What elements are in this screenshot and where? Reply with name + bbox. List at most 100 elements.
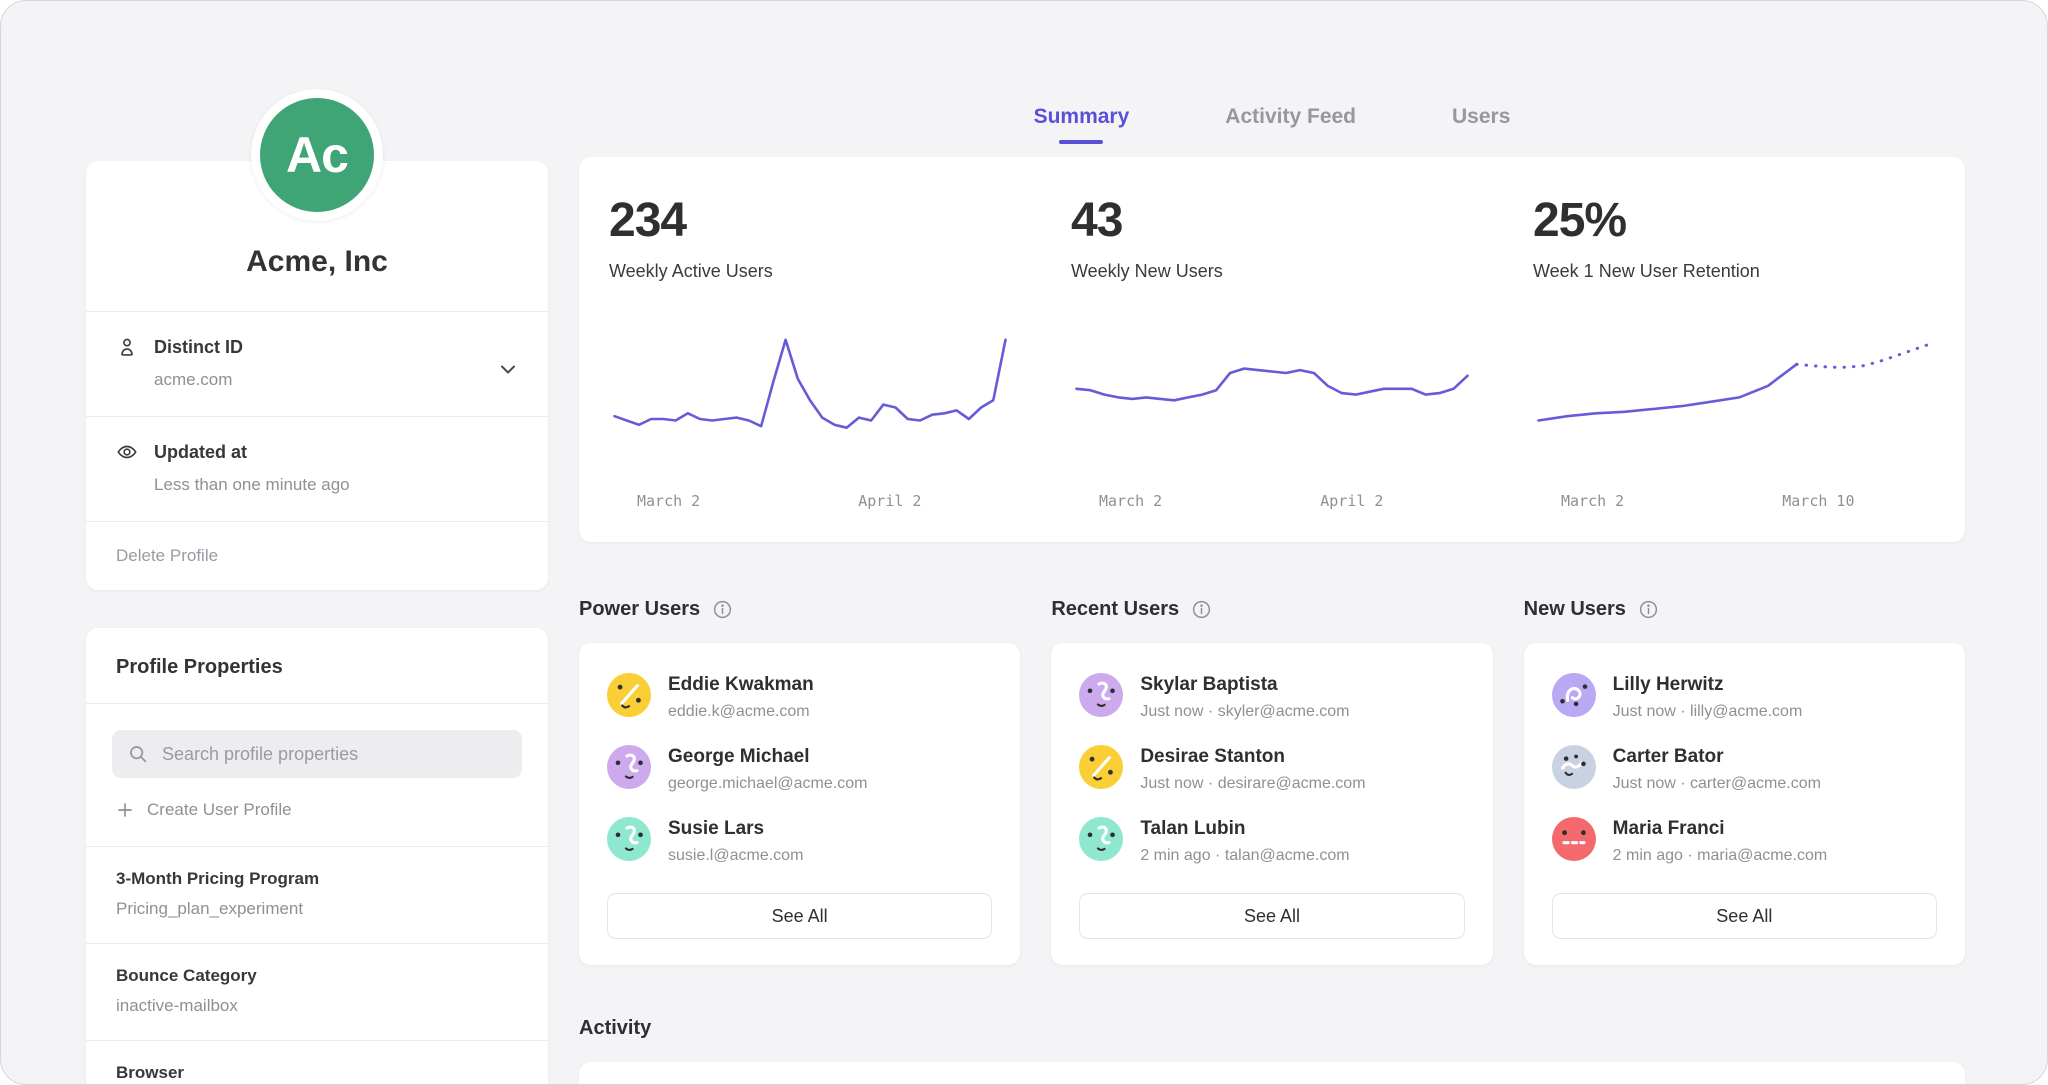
user-avatar: .w{stroke:#fff;stroke-width:3;fill:none;…: [1079, 817, 1123, 861]
info-icon[interactable]: [1191, 599, 1212, 620]
company-avatar-initials: Ac: [286, 126, 348, 184]
property-value: inactive-mailbox: [116, 996, 518, 1016]
user-meta: Just now · skyler@acme.com: [1140, 703, 1349, 721]
search-icon: [127, 743, 149, 770]
property-label: Bounce Category: [116, 966, 518, 986]
user-avatar: .w{stroke:#fff;stroke-width:3;fill:none;…: [607, 745, 651, 789]
user-list-card: .w{stroke:#fff;stroke-width:3;fill:none;…: [579, 643, 1020, 965]
user-list-item[interactable]: .w{stroke:#fff;stroke-width:3;fill:none;…: [607, 745, 992, 793]
property-row[interactable]: Browser Chrome: [86, 1040, 548, 1085]
profile-properties-title: Profile Properties: [86, 628, 548, 703]
x-tick-label: April 2: [1320, 492, 1383, 510]
section-recent-users: Recent Users .w{stroke:#fff;stroke-width…: [1051, 598, 1492, 965]
user-name: Lilly Herwitz: [1613, 673, 1803, 696]
property-search: [112, 730, 522, 778]
tab-users[interactable]: Users: [1452, 105, 1510, 144]
chevron-down-icon[interactable]: [496, 357, 520, 386]
user-list-item[interactable]: .w{stroke:#fff;stroke-width:3;fill:none;…: [1552, 673, 1937, 721]
user-list-item[interactable]: .w{stroke:#fff;stroke-width:3;fill:none;…: [607, 673, 992, 721]
user-name: Talan Lubin: [1140, 817, 1349, 840]
property-row[interactable]: Bounce Category inactive-mailbox: [86, 943, 548, 1040]
tab-summary[interactable]: Summary: [1034, 105, 1130, 144]
create-user-profile-label: Create User Profile: [147, 800, 292, 820]
section-new-users: New Users .w{stroke:#fff;stroke-width:3;…: [1524, 598, 1965, 965]
profile-properties-card: Profile Properties: [86, 628, 548, 1085]
create-user-profile-button[interactable]: Create User Profile: [116, 800, 518, 820]
user-list-item[interactable]: .w{stroke:#fff;stroke-width:3;fill:none;…: [1552, 745, 1937, 793]
summary-stats-card: 234 Weekly Active Users March 2 April 2 …: [579, 157, 1965, 542]
section-title: Power Users: [579, 598, 700, 621]
see-all-button[interactable]: See All: [1552, 893, 1937, 939]
stat-week1-retention: 25% Week 1 New User Retention March 2 Ma…: [1503, 193, 1965, 512]
user-name: George Michael: [668, 745, 867, 768]
company-name: Acme, Inc: [116, 245, 518, 279]
property-row[interactable]: 3-Month Pricing Program Pricing_plan_exp…: [86, 846, 548, 943]
user-sections: Power Users .w{stroke:#fff;stroke-width:…: [579, 598, 1965, 965]
property-label: 3-Month Pricing Program: [116, 869, 518, 889]
user-list-item[interactable]: .w{stroke:#fff;stroke-width:3;fill:none;…: [1079, 817, 1464, 865]
activity-title: Activity: [579, 1017, 1965, 1040]
user-name: Maria Franci: [1613, 817, 1828, 840]
profile-properties-body: Create User Profile: [86, 703, 548, 820]
sparkline-chart: [609, 316, 1011, 476]
x-tick-label: April 2: [858, 492, 921, 510]
see-all-button[interactable]: See All: [1079, 893, 1464, 939]
distinct-id-value: acme.com: [154, 370, 518, 390]
user-list-item[interactable]: .w{stroke:#fff;stroke-width:3;fill:none;…: [1552, 817, 1937, 865]
sidebar: Ac Acme, Inc Distinct ID acme.com: [86, 1, 548, 1085]
updated-at-value: Less than one minute ago: [154, 475, 518, 495]
section-title: New Users: [1524, 598, 1626, 621]
company-avatar: Ac: [251, 89, 383, 221]
x-tick-label: March 10: [1782, 492, 1854, 510]
sparkline-chart: [1533, 316, 1935, 476]
section-power-users: Power Users .w{stroke:#fff;stroke-width:…: [579, 598, 1020, 965]
user-meta: Just now · desirare@acme.com: [1140, 775, 1365, 793]
user-meta: susie.l@acme.com: [668, 847, 803, 865]
user-meta: george.michael@acme.com: [668, 775, 867, 793]
activity-card: 234 940 3.4k: [579, 1062, 1965, 1085]
eye-icon: [116, 441, 138, 463]
x-tick-label: March 2: [637, 492, 700, 510]
chart-x-axis: March 2 April 2: [609, 492, 1011, 512]
profile-card: Ac Acme, Inc Distinct ID acme.com: [86, 161, 548, 590]
stat-label: Weekly Active Users: [609, 261, 1011, 282]
user-name: Carter Bator: [1613, 745, 1821, 768]
user-list-item[interactable]: .w{stroke:#fff;stroke-width:3;fill:none;…: [1079, 745, 1464, 793]
main-content: Summary Activity Feed Users 234 Weekly A…: [579, 1, 1965, 1085]
chart-x-axis: March 2 April 2: [1071, 492, 1473, 512]
stat-weekly-active-users: 234 Weekly Active Users March 2 April 2: [579, 193, 1041, 512]
user-avatar: .w{stroke:#fff;stroke-width:3;fill:none;…: [1552, 673, 1596, 717]
user-meta: eddie.k@acme.com: [668, 703, 814, 721]
user-list-item[interactable]: .w{stroke:#fff;stroke-width:3;fill:none;…: [607, 817, 992, 865]
tab-bar: Summary Activity Feed Users: [579, 1, 1965, 144]
user-avatar: .w{stroke:#fff;stroke-width:3;fill:none;…: [1552, 817, 1596, 861]
tab-activity-feed[interactable]: Activity Feed: [1225, 105, 1356, 144]
stat-label: Week 1 New User Retention: [1533, 261, 1935, 282]
user-list-card: .w{stroke:#fff;stroke-width:3;fill:none;…: [1524, 643, 1965, 965]
see-all-button[interactable]: See All: [607, 893, 992, 939]
distinct-id-label: Distinct ID: [154, 337, 243, 358]
info-icon[interactable]: [1638, 599, 1659, 620]
stat-value: 234: [609, 193, 1011, 248]
user-name: Skylar Baptista: [1140, 673, 1349, 696]
person-icon: [116, 336, 138, 358]
stat-label: Weekly New Users: [1071, 261, 1473, 282]
user-meta: 2 min ago · talan@acme.com: [1140, 847, 1349, 865]
delete-profile-button[interactable]: Delete Profile: [86, 521, 548, 590]
info-icon[interactable]: [712, 599, 733, 620]
stat-weekly-new-users: 43 Weekly New Users March 2 April 2: [1041, 193, 1503, 512]
updated-at-label: Updated at: [154, 442, 247, 463]
user-avatar: .w{stroke:#fff;stroke-width:3;fill:none;…: [1079, 673, 1123, 717]
user-name: Eddie Kwakman: [668, 673, 814, 696]
search-profile-properties-input[interactable]: [112, 730, 522, 778]
user-list-card: .w{stroke:#fff;stroke-width:3;fill:none;…: [1051, 643, 1492, 965]
distinct-id-row[interactable]: Distinct ID acme.com: [86, 311, 548, 416]
user-name: Desirae Stanton: [1140, 745, 1365, 768]
user-avatar: .w{stroke:#fff;stroke-width:3;fill:none;…: [607, 817, 651, 861]
plus-icon: [116, 801, 134, 819]
x-tick-label: March 2: [1099, 492, 1162, 510]
section-title: Recent Users: [1051, 598, 1179, 621]
user-list-item[interactable]: .w{stroke:#fff;stroke-width:3;fill:none;…: [1079, 673, 1464, 721]
user-avatar: .w{stroke:#fff;stroke-width:3;fill:none;…: [1552, 745, 1596, 789]
property-label: Browser: [116, 1063, 518, 1083]
